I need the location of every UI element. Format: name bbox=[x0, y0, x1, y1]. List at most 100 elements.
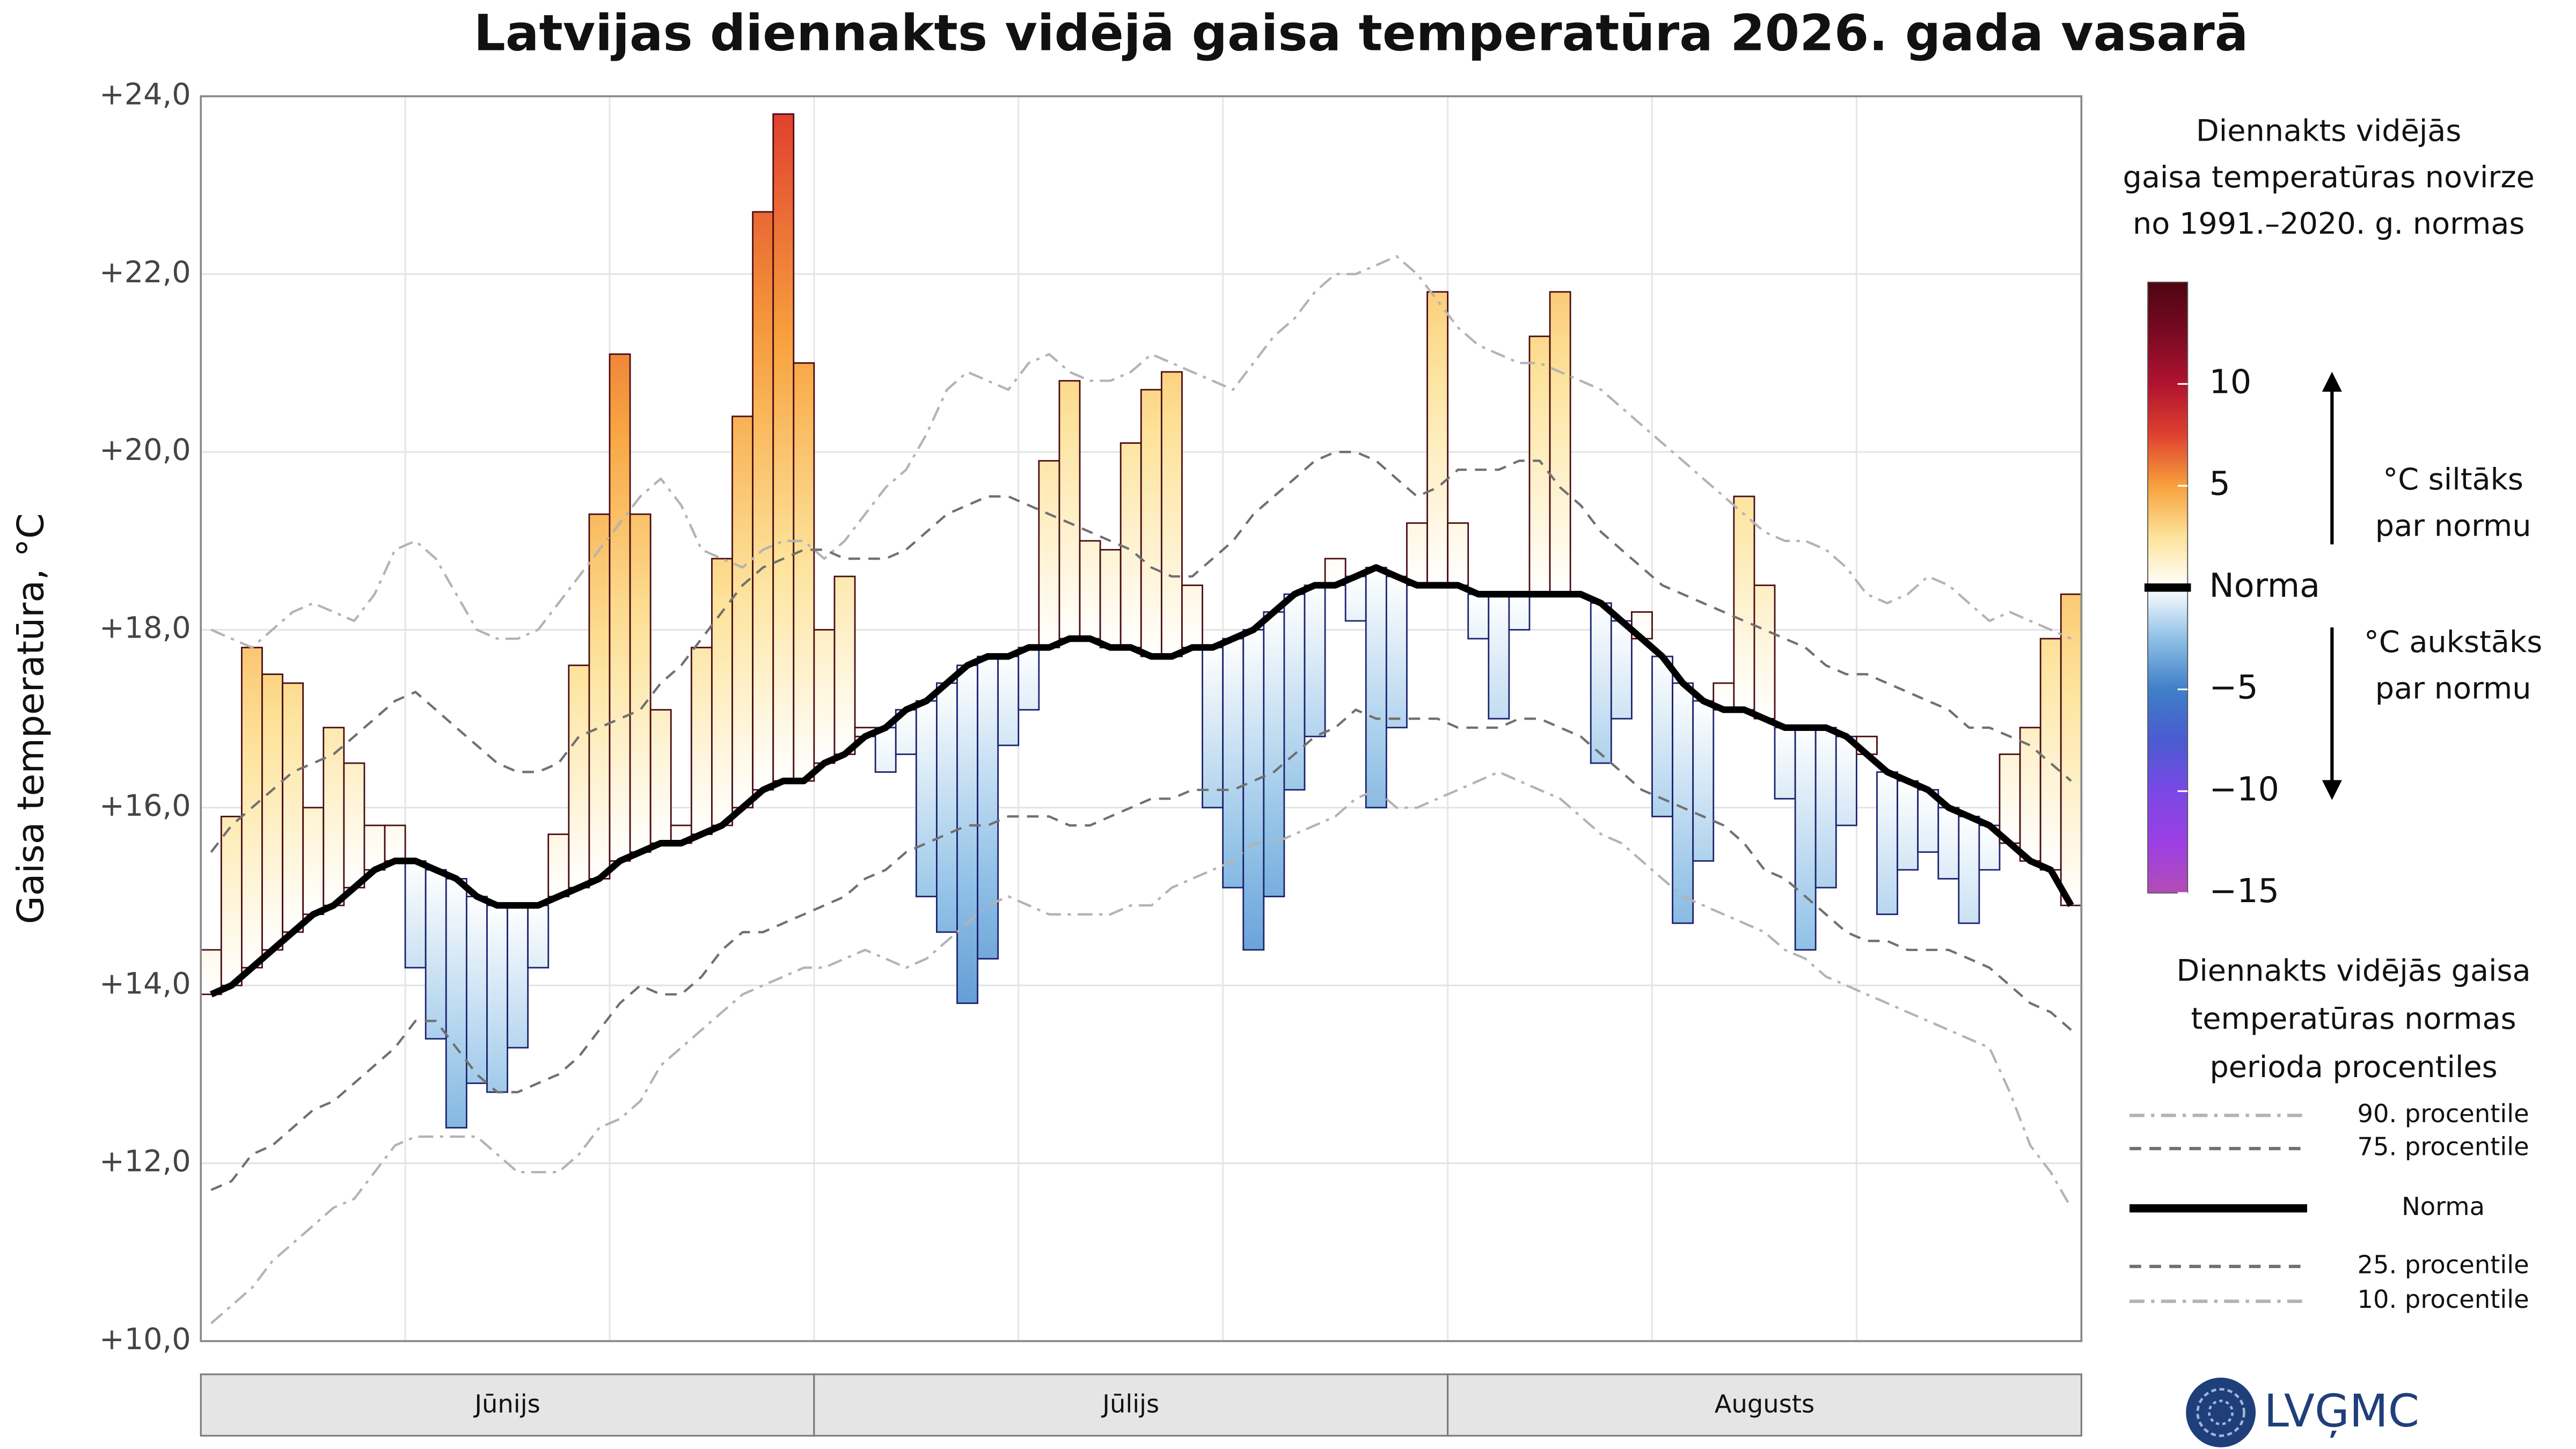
bar bbox=[1058, 380, 1081, 640]
bar bbox=[2019, 727, 2041, 862]
bar bbox=[1835, 735, 1857, 826]
bar bbox=[1897, 780, 1919, 871]
bar bbox=[1202, 647, 1224, 809]
bar bbox=[343, 762, 365, 889]
month-label: Augusts bbox=[1715, 1389, 1814, 1418]
bar bbox=[1999, 753, 2021, 844]
y-tick-label: +24,0 bbox=[99, 77, 191, 112]
bar bbox=[1119, 442, 1142, 649]
percentile-line bbox=[210, 708, 2072, 1191]
bar bbox=[1140, 389, 1162, 657]
colorbar-tick-label: 10 bbox=[2209, 363, 2251, 401]
bar bbox=[1794, 727, 1817, 951]
chart-title: Latvijas diennakts vidējā gaisa temperat… bbox=[474, 4, 2249, 62]
legend-label: Norma bbox=[2402, 1192, 2485, 1221]
bar bbox=[1304, 584, 1326, 737]
bar bbox=[486, 904, 508, 1093]
bar bbox=[1385, 575, 1408, 729]
bar bbox=[977, 655, 999, 960]
warm-note: °C siltāks bbox=[2383, 462, 2523, 497]
colorbar-title: gaisa temperatūras novirze bbox=[2123, 160, 2534, 195]
bar bbox=[1651, 655, 1673, 817]
bar bbox=[1733, 495, 1755, 711]
bar bbox=[1692, 700, 1715, 862]
bar bbox=[2039, 638, 2062, 871]
bar bbox=[649, 709, 672, 844]
bar bbox=[1426, 291, 1449, 587]
cold-note: par normu bbox=[2375, 671, 2531, 706]
bar bbox=[752, 211, 774, 791]
bar bbox=[1590, 602, 1612, 764]
bar bbox=[588, 513, 611, 880]
bar bbox=[915, 700, 938, 897]
bar bbox=[507, 904, 529, 1049]
bar bbox=[1406, 522, 1428, 587]
legend-title: temperatūras normas bbox=[2191, 1001, 2516, 1036]
bar bbox=[1447, 522, 1469, 587]
bar bbox=[363, 824, 386, 871]
bar bbox=[302, 807, 325, 916]
plot-area bbox=[201, 96, 2082, 1341]
bar bbox=[465, 896, 488, 1084]
logo-ring bbox=[2208, 1399, 2234, 1425]
bar bbox=[1222, 638, 1245, 889]
bar bbox=[2060, 593, 2082, 906]
norm-line bbox=[209, 564, 2074, 998]
bar bbox=[1160, 371, 1183, 657]
bar bbox=[527, 904, 550, 969]
percentile-line bbox=[210, 771, 2073, 1324]
bar bbox=[568, 664, 590, 889]
legend-label: 25. procentile bbox=[2357, 1250, 2529, 1279]
logo: LVĢMC bbox=[2186, 1378, 2419, 1447]
y-tick-label: +12,0 bbox=[99, 1144, 191, 1179]
bar bbox=[1753, 584, 1776, 720]
percentile-line bbox=[210, 255, 2072, 649]
bar bbox=[547, 833, 570, 897]
colorbar-tick-label: −10 bbox=[2209, 770, 2279, 808]
bar bbox=[997, 655, 1020, 747]
bar bbox=[1672, 682, 1694, 924]
percentile-line bbox=[210, 451, 2072, 853]
cold-note: °C aukstāks bbox=[2364, 625, 2542, 660]
bar bbox=[1958, 816, 1980, 924]
bar bbox=[956, 664, 978, 1004]
bar bbox=[1181, 584, 1203, 649]
bar bbox=[384, 824, 406, 862]
bar bbox=[404, 860, 427, 969]
bar bbox=[1549, 291, 1571, 595]
colorbar-tick-label: 5 bbox=[2209, 464, 2230, 503]
bar bbox=[220, 816, 243, 986]
warm-note: par normu bbox=[2375, 509, 2531, 544]
bar bbox=[1344, 575, 1367, 622]
colorbar-title: Diennakts vidējās bbox=[2196, 114, 2461, 149]
bar bbox=[1876, 771, 1898, 916]
bar bbox=[200, 949, 222, 996]
bar bbox=[261, 673, 283, 951]
bar bbox=[1814, 727, 1837, 889]
colorbar-tick-label: −15 bbox=[2209, 872, 2279, 910]
logo-text: LVĢMC bbox=[2264, 1385, 2420, 1438]
bar bbox=[425, 869, 447, 1040]
bar bbox=[1467, 593, 1490, 640]
legend-title: perioda procentiles bbox=[2209, 1050, 2497, 1085]
y-tick-label: +10,0 bbox=[99, 1322, 191, 1357]
logo-ring bbox=[2196, 1388, 2245, 1437]
bar bbox=[1263, 611, 1285, 897]
bar bbox=[1242, 629, 1265, 951]
bar bbox=[793, 362, 815, 782]
month-label: Jūlijs bbox=[1101, 1389, 1159, 1418]
month-label: Jūnijs bbox=[473, 1389, 540, 1418]
bar bbox=[445, 878, 467, 1129]
colorbar-tick-label: Norma bbox=[2209, 566, 2320, 605]
bar bbox=[711, 558, 733, 826]
bar bbox=[1038, 460, 1060, 649]
colorbar-title: no 1991.–2020. g. normas bbox=[2133, 207, 2524, 241]
y-tick-label: +14,0 bbox=[99, 966, 191, 1001]
bar bbox=[813, 629, 836, 764]
bar bbox=[1774, 727, 1796, 800]
bar bbox=[833, 575, 856, 755]
plot-border bbox=[200, 95, 2083, 1342]
bar bbox=[629, 513, 652, 853]
